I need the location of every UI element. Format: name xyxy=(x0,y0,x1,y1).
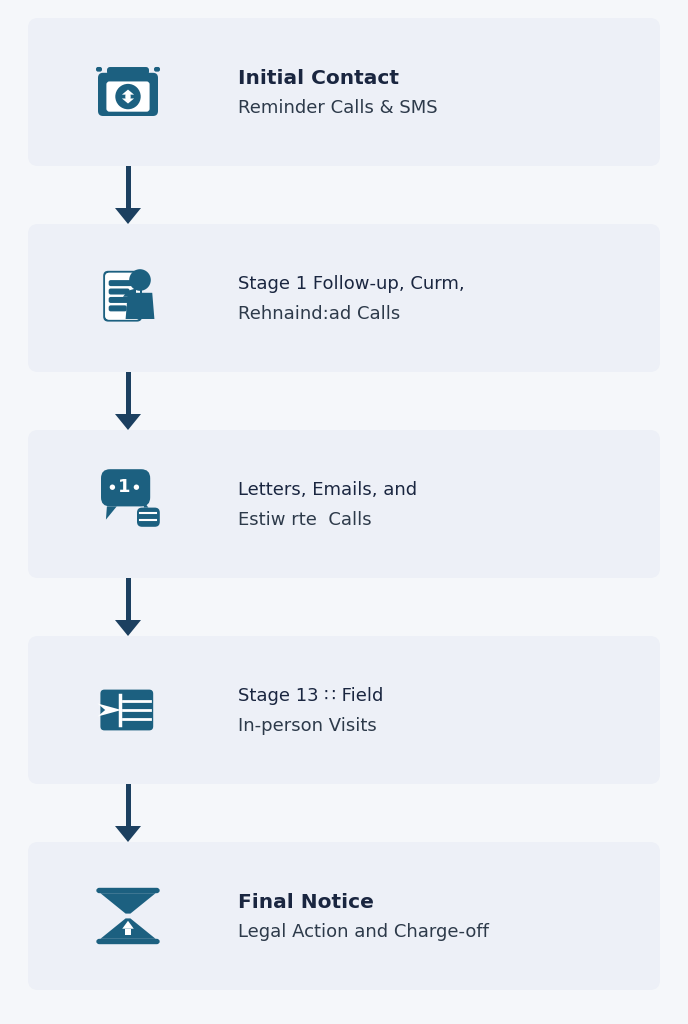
Polygon shape xyxy=(122,89,134,98)
FancyBboxPatch shape xyxy=(101,469,150,507)
FancyBboxPatch shape xyxy=(103,270,142,322)
Text: 1: 1 xyxy=(118,478,131,497)
Polygon shape xyxy=(115,826,141,842)
FancyBboxPatch shape xyxy=(96,888,160,893)
Polygon shape xyxy=(125,372,131,414)
FancyBboxPatch shape xyxy=(109,281,132,286)
FancyBboxPatch shape xyxy=(28,224,660,372)
FancyBboxPatch shape xyxy=(107,67,149,75)
Circle shape xyxy=(133,484,139,489)
Polygon shape xyxy=(115,414,141,430)
FancyBboxPatch shape xyxy=(154,67,160,72)
Text: Rehnaind:ad Calls: Rehnaind:ad Calls xyxy=(238,305,400,323)
Polygon shape xyxy=(122,95,134,103)
Polygon shape xyxy=(98,703,121,717)
FancyBboxPatch shape xyxy=(28,18,660,166)
FancyBboxPatch shape xyxy=(105,272,140,319)
Polygon shape xyxy=(100,893,155,913)
FancyBboxPatch shape xyxy=(98,73,158,116)
FancyBboxPatch shape xyxy=(28,430,660,578)
FancyBboxPatch shape xyxy=(137,508,160,526)
Polygon shape xyxy=(125,166,131,208)
FancyBboxPatch shape xyxy=(100,689,153,730)
Text: Estiw rte  Calls: Estiw rte Calls xyxy=(238,511,372,529)
Circle shape xyxy=(129,269,151,291)
Polygon shape xyxy=(100,919,155,939)
FancyBboxPatch shape xyxy=(109,289,129,295)
Polygon shape xyxy=(122,921,133,929)
Polygon shape xyxy=(115,620,141,636)
FancyBboxPatch shape xyxy=(109,305,127,311)
Text: Letters, Emails, and: Letters, Emails, and xyxy=(238,481,417,499)
FancyBboxPatch shape xyxy=(28,636,660,784)
Polygon shape xyxy=(125,784,131,826)
Polygon shape xyxy=(115,208,141,224)
Polygon shape xyxy=(106,507,117,519)
Polygon shape xyxy=(144,502,149,508)
FancyBboxPatch shape xyxy=(109,297,132,303)
Polygon shape xyxy=(123,289,136,297)
Polygon shape xyxy=(126,293,154,319)
FancyBboxPatch shape xyxy=(96,939,160,944)
Polygon shape xyxy=(125,929,131,935)
Polygon shape xyxy=(125,578,131,620)
Text: Stage 1 Follow-up, Curm,: Stage 1 Follow-up, Curm, xyxy=(238,275,464,293)
Text: Legal Action and Charge-off: Legal Action and Charge-off xyxy=(238,923,489,941)
Text: Reminder Calls & SMS: Reminder Calls & SMS xyxy=(238,99,438,117)
Text: Stage 13 ∷ Field: Stage 13 ∷ Field xyxy=(238,687,383,705)
Text: In-person Visits: In-person Visits xyxy=(238,717,377,735)
FancyBboxPatch shape xyxy=(105,272,140,319)
FancyBboxPatch shape xyxy=(28,842,660,990)
FancyBboxPatch shape xyxy=(107,82,149,112)
Text: Final Notice: Final Notice xyxy=(238,893,374,911)
Text: Initial Contact: Initial Contact xyxy=(238,69,399,87)
Circle shape xyxy=(116,84,141,110)
Circle shape xyxy=(109,484,115,489)
FancyBboxPatch shape xyxy=(96,67,102,72)
